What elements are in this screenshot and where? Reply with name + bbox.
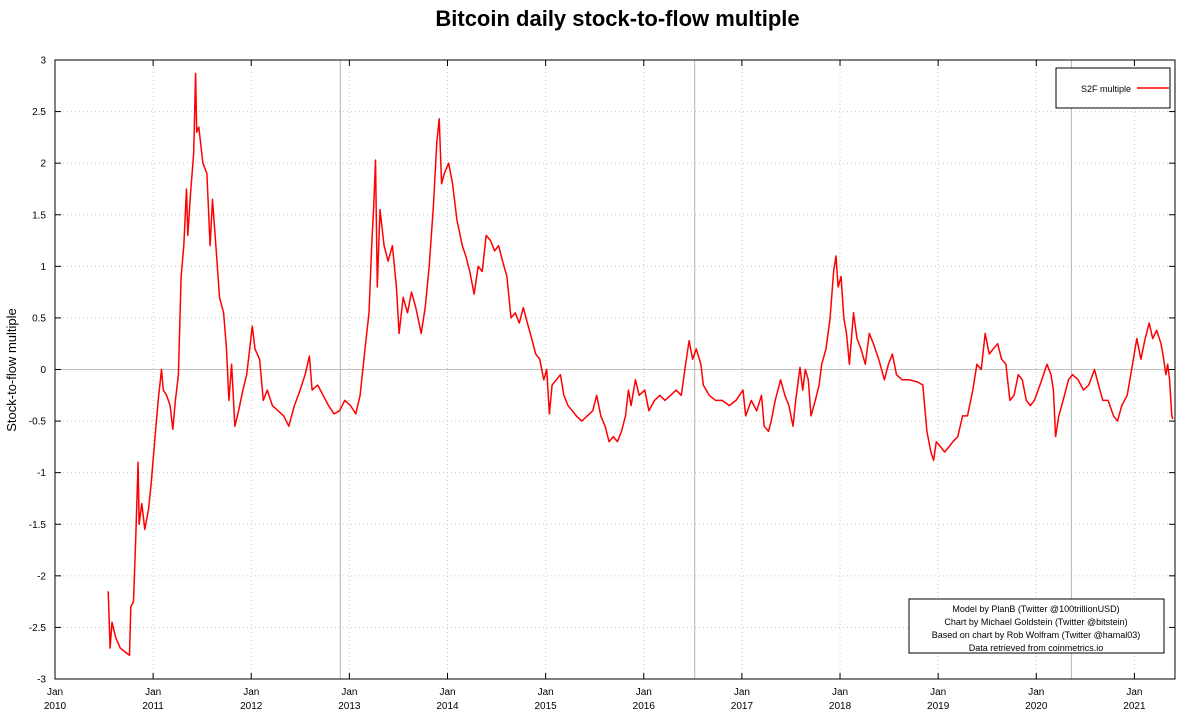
y-tick-label: 0.5 [32,313,46,324]
x-tick-month: Jan [47,687,63,698]
x-tick-year: 2020 [1025,701,1048,712]
x-tick-year: 2019 [927,701,950,712]
x-tick-month: Jan [636,687,652,698]
credit-line-data-source: Data retrieved from coinmetrics.io [969,643,1104,653]
y-tick-label: -3 [37,675,46,686]
credits-frame [908,598,1165,654]
x-tick-year: 2015 [535,701,558,712]
grid-lines [55,60,1175,679]
y-tick-label: -0.5 [29,417,47,428]
x-tick-month: Jan [832,687,848,698]
x-tick-year: 2021 [1123,701,1146,712]
x-tick-month: Jan [1028,687,1044,698]
y-tick-label: 3 [40,56,46,67]
vertical-markers [339,60,1072,679]
x-tick-year: 2012 [240,701,263,712]
y-tick-label: -2 [37,571,46,582]
x-tick-month: Jan [734,687,750,698]
credit-line-based-on: Based on chart by Rob Wolfram (Twitter @… [932,630,1141,640]
y-tick-label: 2 [40,159,46,170]
credits-box: Model by PlanB (Twitter @100trillionUSD)… [908,598,1165,654]
x-tick-year: 2018 [829,701,852,712]
credit-line-chart: Chart by Michael Goldstein (Twitter @bit… [944,617,1127,627]
x-tick-month: Jan [1126,687,1142,698]
y-tick-label: 0 [40,365,46,376]
x-axis-ticks: Jan 2010 Jan 2011 Jan 2012 Jan 2013 Jan 2014 Jan 20… [44,60,1146,712]
credit-line-model: Model by PlanB (Twitter @100trillionUSD) [952,604,1119,614]
series-line-s2f-multiple [107,72,1174,657]
y-tick-label: 2.5 [32,107,46,118]
y-axis-ticks: -3 -2.5 -2 -1.5 -1 -0.5 0 0.5 1 1.5 2 2.5 3 [29,56,1175,686]
y-tick-label: 1 [40,262,46,273]
y-tick-label: -1 [37,468,46,479]
y-tick-label: -2.5 [29,623,47,634]
x-tick-year: 2010 [44,701,67,712]
legend: S2F multiple [1055,67,1171,109]
x-tick-year: 2011 [142,701,164,712]
x-tick-month: Jan [243,687,259,698]
x-tick-year: 2016 [633,701,656,712]
x-tick-year: 2013 [338,701,361,712]
series-layer [107,72,1174,657]
x-tick-month: Jan [145,687,161,698]
x-tick-year: 2017 [731,701,754,712]
legend-label: S2F multiple [1081,84,1131,94]
x-tick-month: Jan [341,687,357,698]
y-tick-label: -1.5 [29,520,47,531]
y-tick-label: 1.5 [32,210,46,221]
x-tick-month: Jan [930,687,946,698]
x-tick-month: Jan [439,687,455,698]
y-axis-label: Stock-to-flow multiple [4,308,19,432]
chart-title: Bitcoin daily stock-to-flow multiple [435,6,800,31]
x-tick-month: Jan [538,687,554,698]
x-tick-year: 2014 [436,701,459,712]
